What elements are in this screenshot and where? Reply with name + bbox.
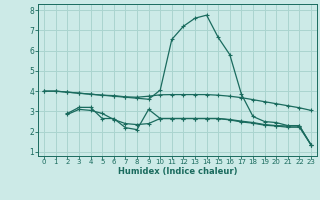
X-axis label: Humidex (Indice chaleur): Humidex (Indice chaleur) bbox=[118, 167, 237, 176]
